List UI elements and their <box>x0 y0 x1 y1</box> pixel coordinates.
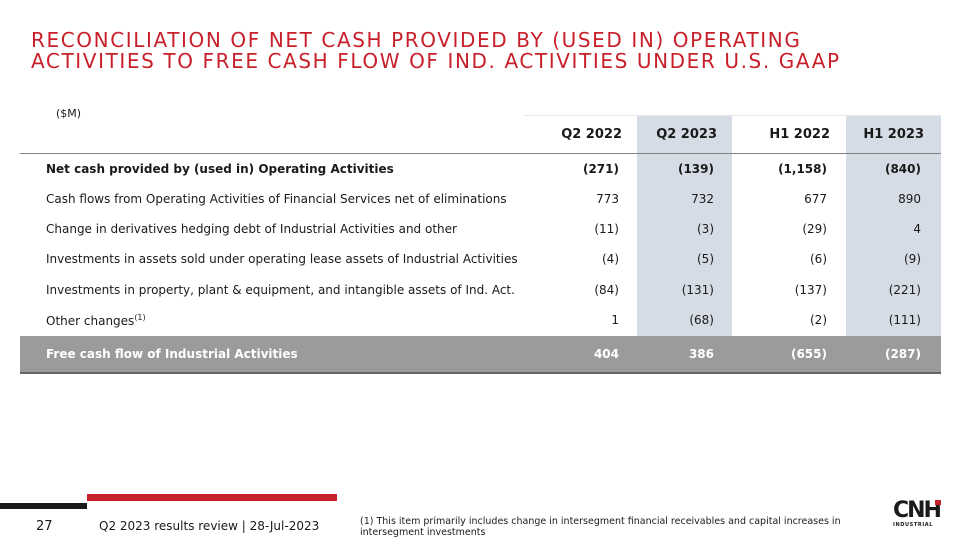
cell-q2-2022: 773 <box>596 192 619 206</box>
cell-q2-2023: (68) <box>689 313 714 327</box>
total-row-label: Free cash flow of Industrial Activities <box>46 347 298 361</box>
cell-h1-2023: 4 <box>913 222 921 236</box>
footer-text: Q2 2023 results review | 28-Jul-2023 <box>99 519 320 533</box>
row-label: Cash flows from Operating Activities of … <box>46 192 507 206</box>
cell-h1-2023: (9) <box>904 252 921 266</box>
total-q2-2022: 404 <box>593 347 619 361</box>
footer-red-bar <box>87 494 337 501</box>
page-title-line-1: RECONCILIATION OF NET CASH PROVIDED BY (… <box>31 28 802 52</box>
cell-h1-2022: (6) <box>810 252 827 266</box>
cell-q2-2023: (3) <box>697 222 714 236</box>
row-label: Other changes(1) <box>46 313 146 328</box>
total-row-underline <box>20 372 941 374</box>
logo-red-dot <box>935 500 941 505</box>
cell-h1-2023: (111) <box>888 313 921 327</box>
table-row: Cash flows from Operating Activities of … <box>20 184 941 214</box>
column-header-h1-2023: H1 2023 <box>863 127 924 142</box>
column-header-q2-2023: Q2 2023 <box>656 127 717 142</box>
cell-h1-2022: 677 <box>804 192 827 206</box>
cell-q2-2022: (271) <box>582 162 619 176</box>
table-row: Investments in assets sold under operati… <box>20 244 941 274</box>
cell-h1-2023: (221) <box>888 283 921 297</box>
table-row: Change in derivatives hedging debt of In… <box>20 214 941 244</box>
cell-q2-2023: 732 <box>691 192 714 206</box>
table-row: Investments in property, plant & equipme… <box>20 275 941 305</box>
table-row: Other changes(1) 1 (68) (2) (111) <box>20 305 941 335</box>
table-row: Net cash provided by (used in) Operating… <box>20 154 941 184</box>
total-q2-2023: 386 <box>688 347 714 361</box>
header-divider <box>20 153 941 154</box>
page-number: 27 <box>36 519 53 534</box>
row-label: Net cash provided by (used in) Operating… <box>46 162 394 176</box>
cnh-industrial-logo: CNH INDUSTRIAL <box>893 500 947 530</box>
header-top-divider <box>524 115 941 116</box>
cell-h1-2023: 890 <box>898 192 921 206</box>
logo-subtext: INDUSTRIAL <box>893 522 934 528</box>
cell-q2-2023: (139) <box>677 162 714 176</box>
cell-h1-2023: (840) <box>884 162 921 176</box>
q2-2023-column-shade <box>637 115 732 336</box>
total-row: Free cash flow of Industrial Activities … <box>20 336 941 372</box>
unit-label: ($M) <box>56 107 82 120</box>
total-h1-2023: (287) <box>884 347 921 361</box>
page-title: RECONCILIATION OF NET CASH PROVIDED BY (… <box>31 30 931 72</box>
column-header-q2-2022: Q2 2022 <box>561 127 622 142</box>
cell-q2-2022: (4) <box>602 252 619 266</box>
column-header-h1-2022: H1 2022 <box>769 127 830 142</box>
cell-h1-2022: (137) <box>794 283 827 297</box>
cell-h1-2022: (2) <box>810 313 827 327</box>
page-title-line-2: ACTIVITIES TO FREE CASH FLOW OF IND. ACT… <box>31 49 841 73</box>
row-label-text: Other changes <box>46 314 135 328</box>
logo-mark: CNH <box>893 498 942 523</box>
cell-q2-2023: (131) <box>681 283 714 297</box>
row-label: Investments in assets sold under operati… <box>46 252 518 266</box>
cell-q2-2022: 1 <box>611 313 619 327</box>
cell-h1-2022: (1,158) <box>778 162 827 176</box>
row-label: Investments in property, plant & equipme… <box>46 283 515 297</box>
cell-q2-2022: (11) <box>594 222 619 236</box>
total-h1-2022: (655) <box>790 347 827 361</box>
footnote: (1) This item primarily includes change … <box>360 516 841 538</box>
footer-black-bar <box>0 503 87 509</box>
cell-q2-2022: (84) <box>594 283 619 297</box>
footnote-marker: (1) <box>134 313 146 322</box>
row-label: Change in derivatives hedging debt of In… <box>46 222 457 236</box>
h1-2023-column-shade <box>846 115 941 336</box>
cell-q2-2023: (5) <box>697 252 714 266</box>
cell-h1-2022: (29) <box>802 222 827 236</box>
